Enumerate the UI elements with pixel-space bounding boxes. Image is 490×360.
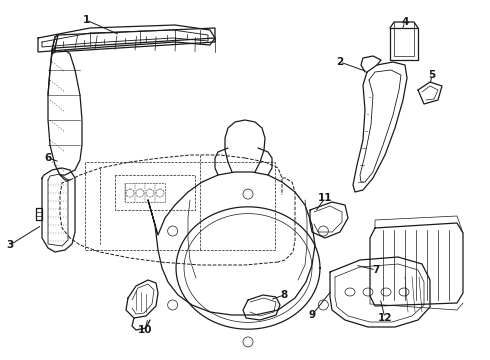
- Text: 11: 11: [318, 193, 332, 203]
- Text: 9: 9: [308, 310, 316, 320]
- Text: 3: 3: [6, 240, 14, 250]
- Text: 4: 4: [401, 17, 409, 27]
- Text: 5: 5: [428, 70, 436, 80]
- Text: 1: 1: [82, 15, 90, 25]
- Text: 6: 6: [45, 153, 51, 163]
- Text: 2: 2: [336, 57, 343, 67]
- Text: 8: 8: [280, 290, 288, 300]
- Text: 12: 12: [378, 313, 392, 323]
- Text: 10: 10: [138, 325, 152, 335]
- Text: 7: 7: [372, 265, 380, 275]
